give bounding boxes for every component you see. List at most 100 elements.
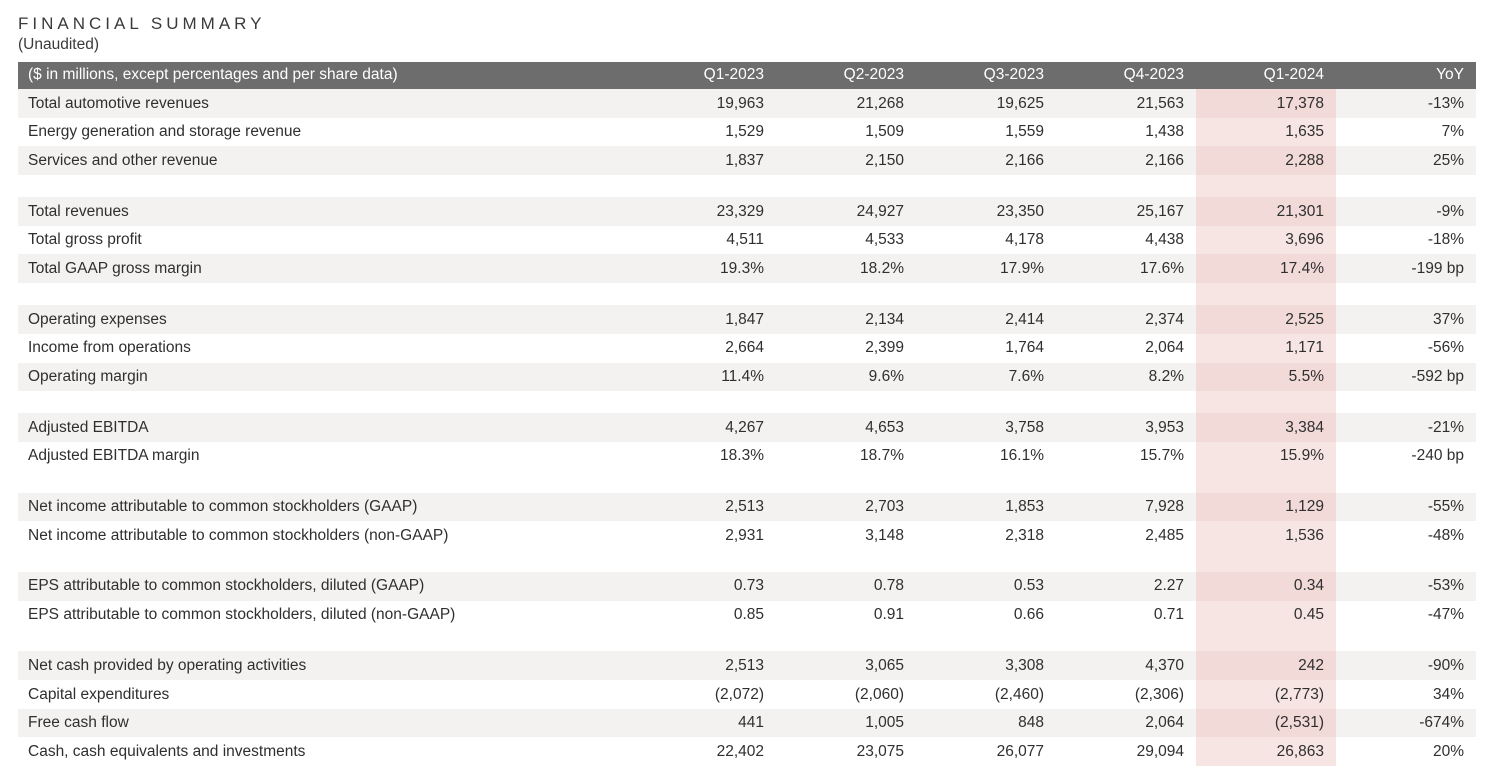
col-header-q2-2023: Q2-2023	[776, 62, 916, 89]
row-value: 16.1%	[916, 442, 1056, 471]
table-row: Total automotive revenues19,96321,26819,…	[18, 89, 1476, 118]
row-value: 2,485	[1056, 521, 1196, 550]
row-value: 2,703	[776, 493, 916, 522]
row-value: 25,167	[1056, 197, 1196, 226]
table-spacer-row	[18, 175, 1476, 197]
table-row: Total GAAP gross margin19.3%18.2%17.9%17…	[18, 254, 1476, 283]
financial-summary-table: ($ in millions, except percentages and p…	[18, 62, 1476, 766]
row-value: 2,166	[1056, 146, 1196, 175]
row-value: 1,529	[636, 118, 776, 147]
row-label: EPS attributable to common stockholders,…	[18, 601, 636, 630]
row-value: 24,927	[776, 197, 916, 226]
spacer-cell	[636, 471, 776, 493]
spacer-cell	[916, 550, 1056, 572]
row-label: Income from operations	[18, 334, 636, 363]
spacer-cell	[1196, 175, 1336, 197]
row-value: 37%	[1336, 305, 1476, 334]
row-value: 2,513	[636, 493, 776, 522]
spacer-cell	[18, 629, 636, 651]
row-value: 2,064	[1056, 334, 1196, 363]
row-value: 19.3%	[636, 254, 776, 283]
row-value: 2,931	[636, 521, 776, 550]
spacer-cell	[18, 550, 636, 572]
row-value: 17,378	[1196, 89, 1336, 118]
col-header-yoy: YoY	[1336, 62, 1476, 89]
row-value: 242	[1196, 651, 1336, 680]
table-spacer-row	[18, 471, 1476, 493]
row-value: -674%	[1336, 709, 1476, 738]
table-row: Income from operations2,6642,3991,7642,0…	[18, 334, 1476, 363]
row-value: 4,438	[1056, 226, 1196, 255]
spacer-cell	[18, 471, 636, 493]
spacer-cell	[636, 175, 776, 197]
row-label: Total automotive revenues	[18, 89, 636, 118]
row-label: EPS attributable to common stockholders,…	[18, 572, 636, 601]
row-value: 3,308	[916, 651, 1056, 680]
spacer-cell	[1056, 175, 1196, 197]
spacer-cell	[1056, 391, 1196, 413]
row-label: Total revenues	[18, 197, 636, 226]
col-header-label: ($ in millions, except percentages and p…	[18, 62, 636, 89]
row-label: Adjusted EBITDA	[18, 413, 636, 442]
row-value: 1,559	[916, 118, 1056, 147]
row-value: 11.4%	[636, 363, 776, 392]
row-value: -592 bp	[1336, 363, 1476, 392]
row-value: 26,077	[916, 737, 1056, 766]
row-label: Net cash provided by operating activitie…	[18, 651, 636, 680]
row-value: 15.9%	[1196, 442, 1336, 471]
row-label: Total GAAP gross margin	[18, 254, 636, 283]
col-header-q3-2023: Q3-2023	[916, 62, 1056, 89]
row-value: 3,696	[1196, 226, 1336, 255]
row-value: 4,370	[1056, 651, 1196, 680]
spacer-cell	[18, 391, 636, 413]
row-value: (2,460)	[916, 680, 1056, 709]
spacer-cell	[636, 629, 776, 651]
table-row: Cash, cash equivalents and investments22…	[18, 737, 1476, 766]
row-value: 2,318	[916, 521, 1056, 550]
table-spacer-row	[18, 283, 1476, 305]
row-value: -18%	[1336, 226, 1476, 255]
row-value: 2,150	[776, 146, 916, 175]
row-value: 4,178	[916, 226, 1056, 255]
spacer-cell	[636, 391, 776, 413]
row-value: 4,653	[776, 413, 916, 442]
spacer-cell	[1056, 471, 1196, 493]
row-value: 34%	[1336, 680, 1476, 709]
row-value: 3,065	[776, 651, 916, 680]
row-value: 3,148	[776, 521, 916, 550]
row-value: -56%	[1336, 334, 1476, 363]
row-value: 7.6%	[916, 363, 1056, 392]
spacer-cell	[1196, 629, 1336, 651]
row-value: 3,758	[916, 413, 1056, 442]
row-value: 0.73	[636, 572, 776, 601]
row-value: (2,306)	[1056, 680, 1196, 709]
row-value: 2,399	[776, 334, 916, 363]
table-row: Adjusted EBITDA4,2674,6533,7583,9533,384…	[18, 413, 1476, 442]
row-value: -47%	[1336, 601, 1476, 630]
table-spacer-row	[18, 391, 1476, 413]
table-spacer-row	[18, 629, 1476, 651]
row-value: 2,374	[1056, 305, 1196, 334]
row-label: Cash, cash equivalents and investments	[18, 737, 636, 766]
row-value: 26,863	[1196, 737, 1336, 766]
row-value: -90%	[1336, 651, 1476, 680]
row-value: 25%	[1336, 146, 1476, 175]
row-value: -13%	[1336, 89, 1476, 118]
spacer-cell	[1336, 175, 1476, 197]
row-value: 1,438	[1056, 118, 1196, 147]
table-row: EPS attributable to common stockholders,…	[18, 601, 1476, 630]
row-value: 1,005	[776, 709, 916, 738]
row-value: (2,060)	[776, 680, 916, 709]
row-value: -48%	[1336, 521, 1476, 550]
row-value: 441	[636, 709, 776, 738]
spacer-cell	[776, 471, 916, 493]
spacer-cell	[1336, 471, 1476, 493]
row-value: -53%	[1336, 572, 1476, 601]
row-value: 3,384	[1196, 413, 1336, 442]
row-value: 8.2%	[1056, 363, 1196, 392]
spacer-cell	[776, 391, 916, 413]
row-value: 19,625	[916, 89, 1056, 118]
row-value: 848	[916, 709, 1056, 738]
spacer-cell	[1196, 283, 1336, 305]
row-value: 20%	[1336, 737, 1476, 766]
